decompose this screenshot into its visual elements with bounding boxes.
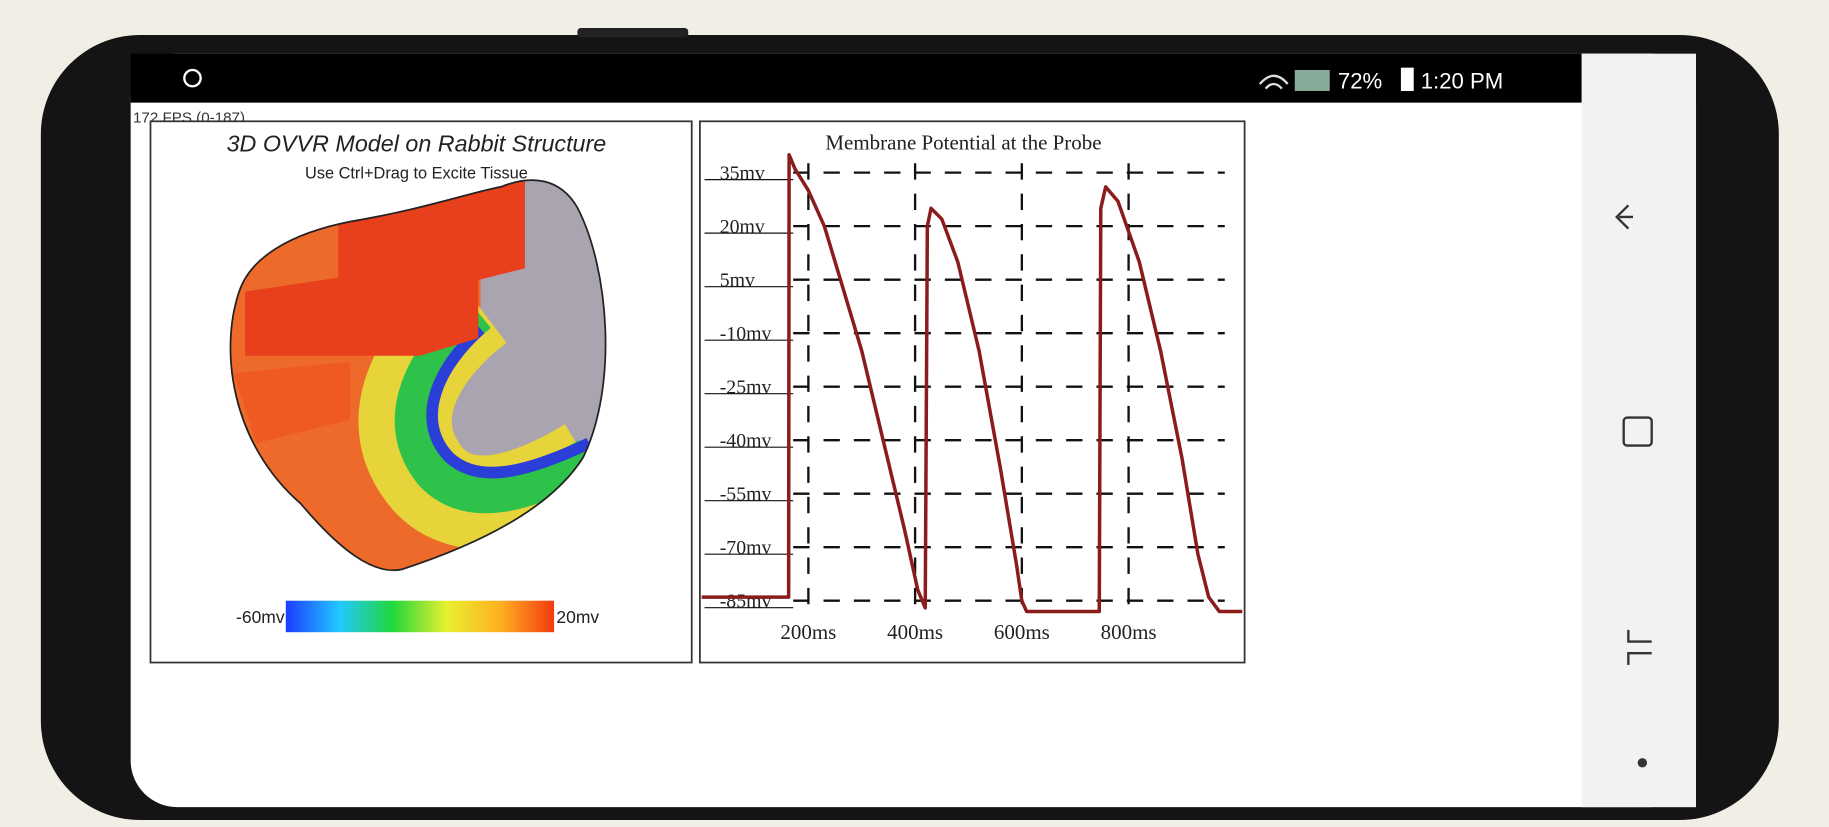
x-tick-label: 200ms xyxy=(780,620,836,644)
colorbar xyxy=(286,601,554,632)
nav-dot xyxy=(1638,758,1647,767)
x-tick-label: 400ms xyxy=(887,620,943,644)
clock: 1:20 PM xyxy=(1421,69,1504,94)
y-tick-label: -85mv xyxy=(720,591,772,613)
screenshot: 72% 1:20 PM 172 FPS (0-187) 3D OVVR Mode… xyxy=(0,0,1829,827)
y-tick-label: -70mv xyxy=(720,537,772,559)
y-tick-label: 20mv xyxy=(720,216,765,238)
page: { "status_bar": {"battery": "72%", "time… xyxy=(0,0,1829,827)
colorbar-max: 20mv xyxy=(556,607,599,627)
y-tick-label: -55mv xyxy=(720,484,772,506)
x-tick-label: 600ms xyxy=(994,620,1050,644)
y-tick-label: -25mv xyxy=(720,377,772,399)
chart-panel xyxy=(700,121,1245,662)
nav-bar xyxy=(1582,54,1696,808)
model-subtitle: Use Ctrl+Drag to Excite Tissue xyxy=(305,164,528,182)
y-tick-label: -40mv xyxy=(720,430,772,452)
phone-button xyxy=(577,28,688,37)
model-title: 3D OVVR Model on Rabbit Structure xyxy=(227,131,607,157)
signal-icon xyxy=(1295,70,1330,91)
x-tick-label: 800ms xyxy=(1101,620,1157,644)
battery-text: 72% xyxy=(1338,69,1382,94)
colorbar-min: -60mv xyxy=(236,607,285,627)
battery-icon xyxy=(1401,68,1414,91)
chart-title: Membrane Potential at the Probe xyxy=(825,130,1101,154)
y-tick-label: 35mv xyxy=(720,163,765,185)
y-tick-label: -10mv xyxy=(720,323,772,345)
y-tick-label: 5mv xyxy=(720,270,755,292)
